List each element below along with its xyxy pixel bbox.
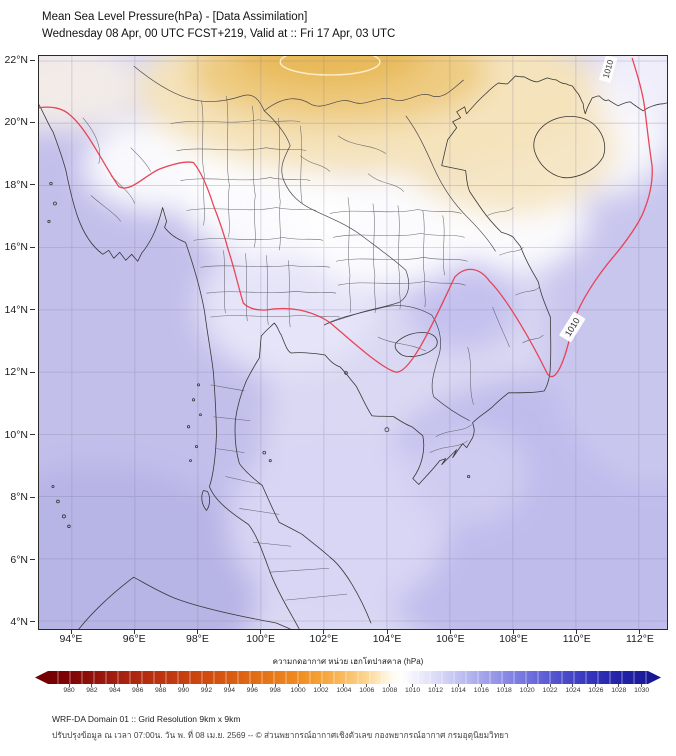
colorbar-ticks: 980 982 984 986 988 990 992 994 996 998 1000 1002 10…: [58, 684, 653, 694]
colorbar-tick-label: 998: [264, 684, 286, 694]
isobar-1010-path: [39, 57, 653, 378]
colorbar-title: ความกดอากาศ หน่วย เฮกโตปาสคาล (hPa): [272, 657, 424, 666]
colorbar-tick-label: 988: [150, 684, 172, 694]
province-boundary-paths: [82, 95, 544, 601]
colorbar-tick-label: 1028: [608, 684, 630, 694]
y-axis: 22°N 20°N 18°N 16°N 14°N 12°N 10°N 8°N 6°N 4°N: [0, 53, 36, 629]
x-axis-label: 108°E: [494, 630, 534, 647]
colorbar-tick-label: 1004: [333, 684, 355, 694]
y-axis-label: 6°N: [10, 553, 36, 567]
colorbar-tick-label: 1014: [447, 684, 469, 694]
y-axis-label: 4°N: [10, 615, 36, 629]
y-axis-label: 8°N: [10, 490, 36, 504]
colorbar-tick-label: 1030: [631, 684, 653, 694]
y-axis-label: 22°N: [5, 53, 36, 67]
x-axis-label: 102°E: [304, 630, 344, 647]
colorbar-tick-label: 1002: [310, 684, 332, 694]
page-title: Mean Sea Level Pressure(hPa) - [Data Ass…: [42, 11, 308, 23]
x-axis-label: 100°E: [241, 630, 281, 647]
colorbar-tick-label: 1026: [585, 684, 607, 694]
colorbar-tick-label: 1018: [493, 684, 515, 694]
footer-agency-info: ปรับปรุงข้อมูล ณ เวลา 07:00น. วัน พ. ที่…: [52, 730, 509, 740]
colorbar-tick-label: 1024: [562, 684, 584, 694]
x-axis: 94°E 96°E 98°E 100°E 102°E 104°E 106°E 108°E 110…: [51, 630, 660, 647]
footer-domain-info: WRF-DA Domain 01 :: Grid Resolution 9km …: [52, 714, 241, 724]
colorbar-tick-label: 1020: [516, 684, 538, 694]
y-axis-label: 20°N: [5, 115, 36, 129]
colorbar-tick-label: 990: [173, 684, 195, 694]
country-border-paths: [133, 65, 496, 422]
x-axis-label: 96°E: [114, 630, 154, 647]
y-axis-label: 14°N: [5, 303, 36, 317]
colorbar: [35, 671, 661, 684]
x-axis-label: 94°E: [51, 630, 91, 647]
x-axis-label: 104°E: [367, 630, 407, 647]
x-axis-label: 110°E: [557, 630, 597, 647]
colorbar-tick-label: 1016: [470, 684, 492, 694]
colorbar-tick-label: 982: [81, 684, 103, 694]
colorbar-tick-label: 996: [241, 684, 263, 694]
page-subtitle: Wednesday 08 Apr, 00 UTC FCST+219, Valid…: [42, 28, 396, 40]
colorbar-tick-label: 1008: [379, 684, 401, 694]
x-axis-label: 98°E: [177, 630, 217, 647]
colorbar-tick-label: 986: [127, 684, 149, 694]
pressure-field-svg: 1010 1010: [39, 56, 667, 629]
colorbar-tick-label: 994: [218, 684, 240, 694]
colorbar-segment-separators: [48, 671, 648, 684]
colorbar-tick-label: 1006: [356, 684, 378, 694]
colorbar-tick-label: 1000: [287, 684, 309, 694]
grid-lines: [39, 56, 667, 629]
y-axis-label: 16°N: [5, 240, 36, 254]
pressure-map: 1010 1010: [38, 55, 668, 630]
y-axis-label: 18°N: [5, 178, 36, 192]
colorbar-tick-label: 1022: [539, 684, 561, 694]
colorbar-tick-label: 1010: [402, 684, 424, 694]
coastline-paths: [39, 75, 667, 629]
colorbar-tick-label: 992: [195, 684, 217, 694]
y-axis-label: 10°N: [5, 428, 36, 442]
x-axis-label: 112°E: [620, 630, 660, 647]
colorbar-tick-label: 1012: [425, 684, 447, 694]
isobar-label-top: 1010: [599, 56, 618, 83]
colorbar-tick-label: 984: [104, 684, 126, 694]
colorbar-tick-label: 980: [58, 684, 80, 694]
y-axis-label: 12°N: [5, 365, 36, 379]
x-axis-label: 106°E: [430, 630, 470, 647]
